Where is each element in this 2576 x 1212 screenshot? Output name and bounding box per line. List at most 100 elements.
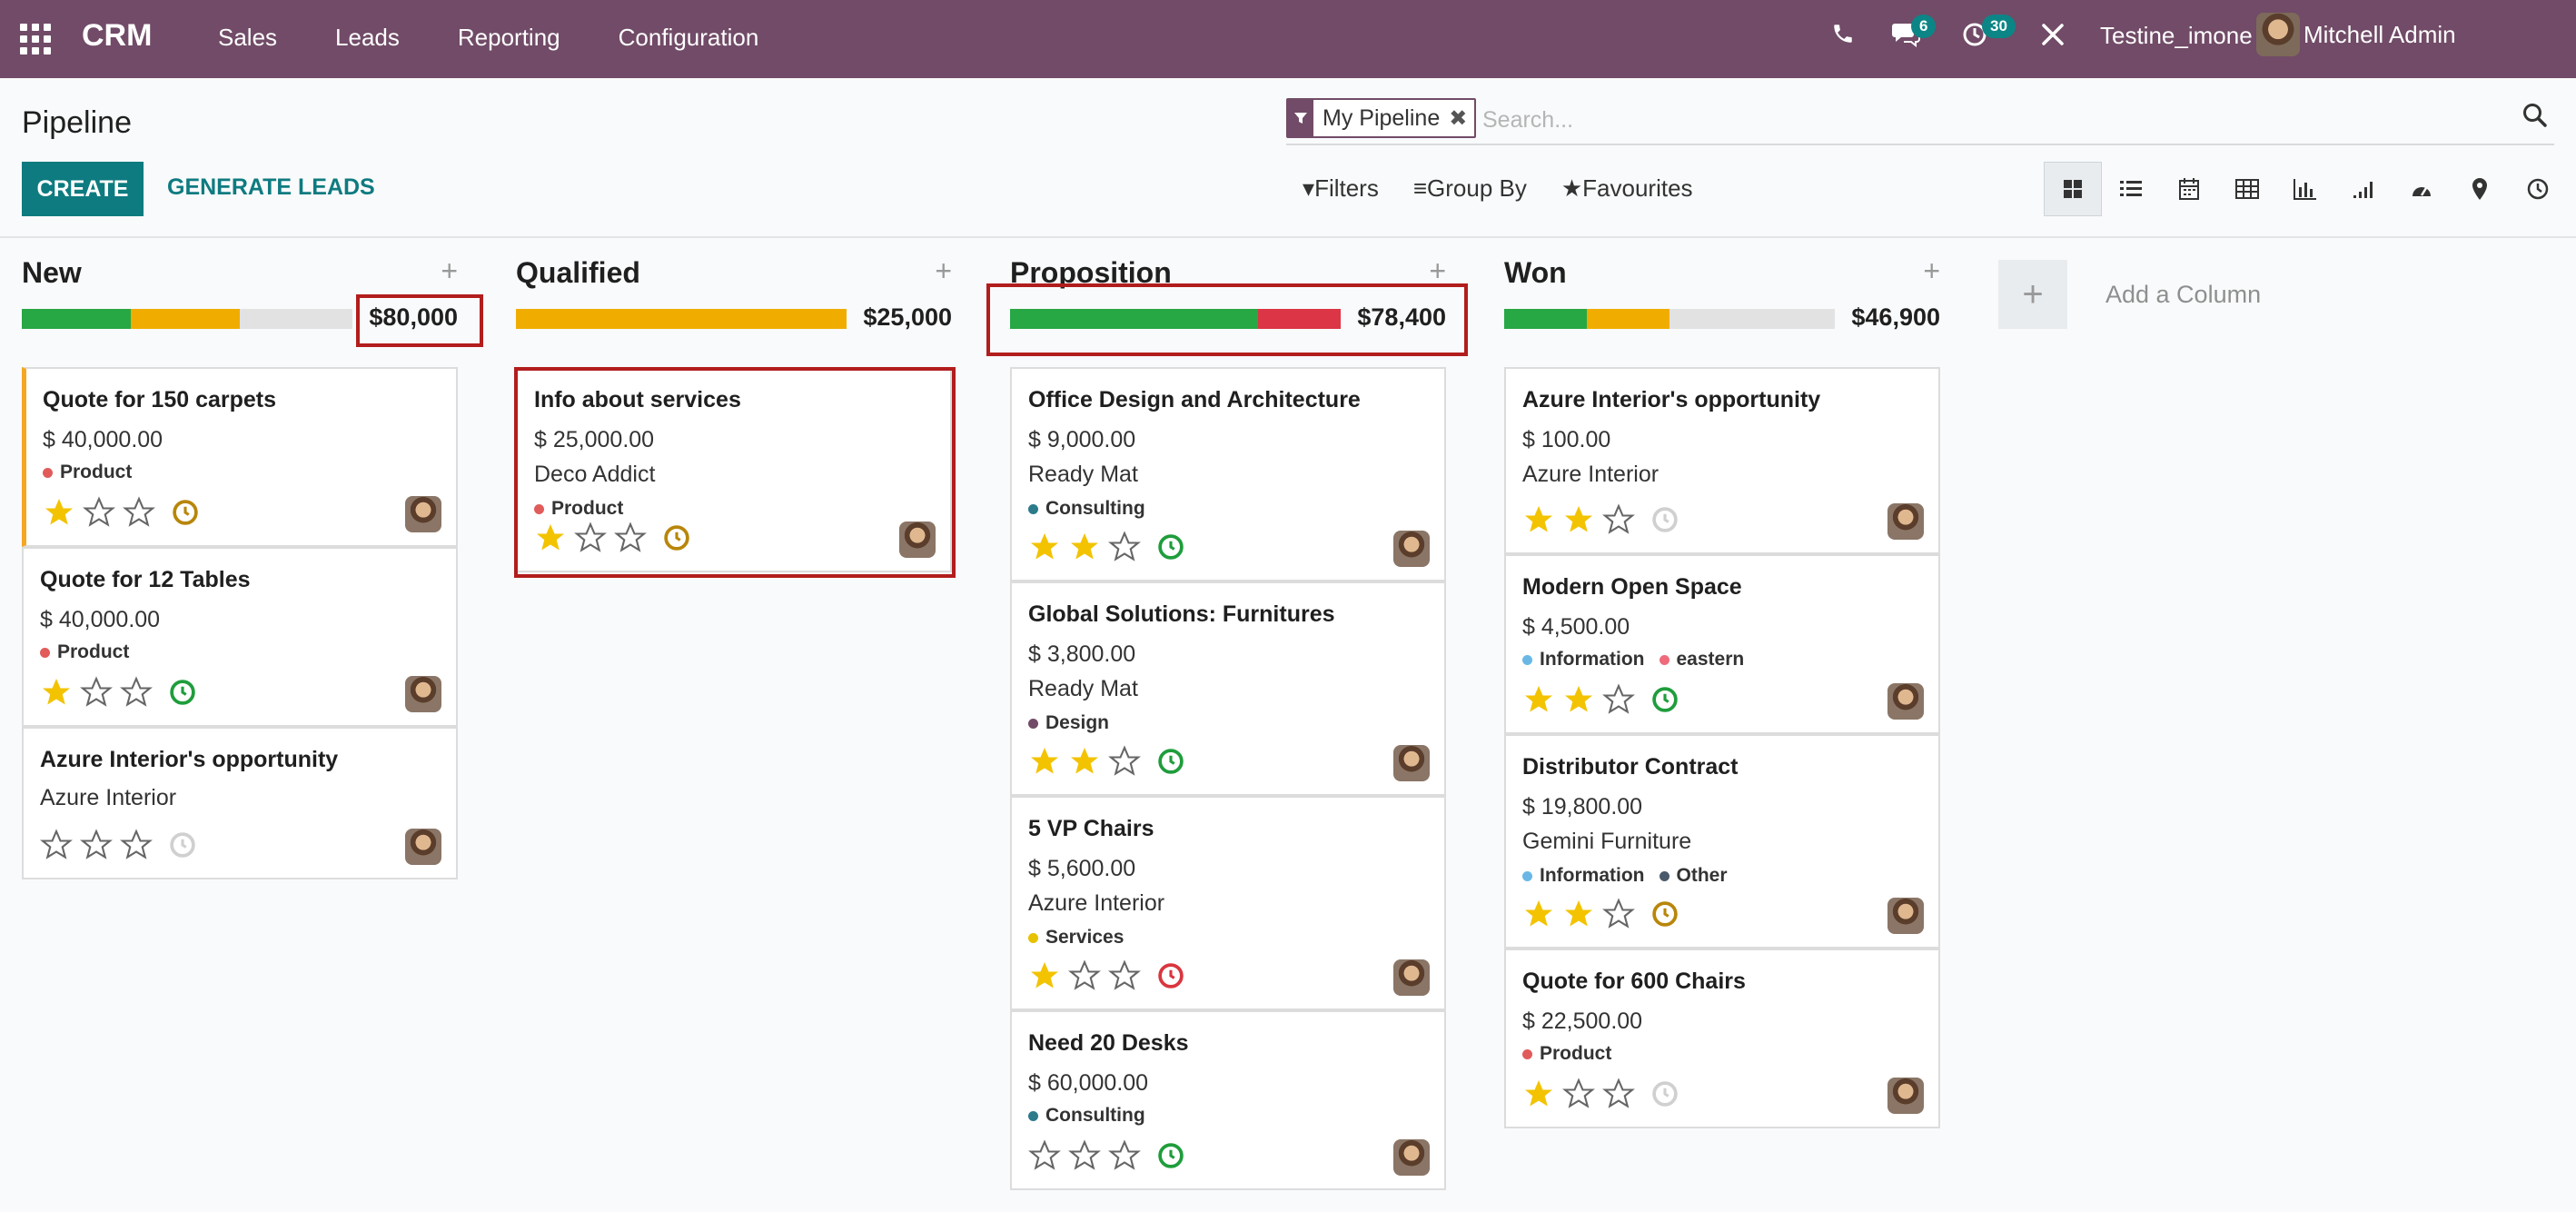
progress-segment[interactable] — [1010, 309, 1258, 329]
star-filled-icon[interactable] — [1028, 745, 1061, 778]
dashboard-view-button[interactable] — [2393, 162, 2451, 216]
star-filled-icon[interactable] — [1562, 898, 1595, 930]
progress-segment[interactable] — [516, 309, 847, 329]
kanban-card[interactable]: Azure Interior's opportunity $ 100.00 Azur… — [1504, 367, 1940, 554]
star-filled-icon[interactable] — [1522, 503, 1555, 536]
salesperson-avatar[interactable] — [1887, 503, 1924, 540]
column-title[interactable]: Won — [1504, 256, 1567, 289]
kanban-card[interactable]: Info about services $ 25,000.00 Deco Addic… — [516, 367, 952, 572]
favourites-button[interactable]: ★Favourites — [1561, 174, 1693, 203]
activity-clock-icon[interactable] — [169, 679, 196, 706]
star-empty-icon[interactable] — [574, 522, 607, 554]
star-empty-icon[interactable] — [120, 829, 153, 861]
activities-icon[interactable]: 30 — [1962, 15, 2016, 54]
salesperson-avatar[interactable] — [1887, 683, 1924, 720]
column-title[interactable]: New — [22, 256, 82, 289]
star-empty-icon[interactable] — [1562, 1078, 1595, 1110]
create-button[interactable]: CREATE — [22, 162, 144, 216]
salesperson-avatar[interactable] — [1393, 531, 1430, 567]
kanban-card[interactable]: Office Design and Architecture $ 9,000.00… — [1010, 367, 1446, 581]
salesperson-avatar[interactable] — [1393, 1139, 1430, 1176]
messages-icon[interactable]: 6 — [1891, 15, 1937, 54]
app-brand[interactable]: CRM — [82, 18, 153, 53]
generate-leads-button[interactable]: GENERATE LEADS — [167, 174, 375, 200]
activity-clock-icon[interactable] — [1651, 686, 1679, 713]
star-empty-icon[interactable] — [1068, 959, 1101, 992]
kanban-card[interactable]: Quote for 600 Chairs $ 22,500.00 Product — [1504, 949, 1940, 1128]
group-by-button[interactable]: ≡Group By — [1413, 174, 1527, 203]
star-empty-icon[interactable] — [120, 676, 153, 709]
star-empty-icon[interactable] — [123, 496, 155, 529]
menu-item-configuration[interactable]: Configuration — [618, 24, 759, 51]
star-filled-icon[interactable] — [1068, 531, 1101, 563]
list-view-button[interactable] — [2102, 162, 2160, 216]
star-filled-icon[interactable] — [1522, 683, 1555, 716]
menu-item-sales[interactable]: Sales — [218, 24, 278, 51]
quick-create-plus-icon[interactable]: + — [1923, 254, 1940, 287]
activity-clock-icon[interactable] — [172, 499, 199, 526]
kanban-card[interactable]: Modern Open Space $ 4,500.00 Information ea… — [1504, 554, 1940, 734]
star-empty-icon[interactable] — [1602, 898, 1635, 930]
pivot-view-button[interactable] — [2218, 162, 2276, 216]
search-icon[interactable] — [2522, 102, 2554, 134]
salesperson-avatar[interactable] — [1393, 959, 1430, 996]
add-column[interactable]: + Add a Column — [1998, 260, 2261, 329]
salesperson-avatar[interactable] — [899, 522, 936, 558]
star-empty-icon[interactable] — [1068, 1139, 1101, 1172]
star-filled-icon[interactable] — [1562, 503, 1595, 536]
salesperson-avatar[interactable] — [1887, 1078, 1924, 1114]
activity-clock-icon[interactable] — [1157, 533, 1184, 561]
star-empty-icon[interactable] — [80, 676, 113, 709]
kanban-card[interactable]: Azure Interior's opportunity Azure Interi… — [22, 727, 458, 879]
progress-segment[interactable] — [22, 309, 132, 329]
quick-create-plus-icon[interactable]: + — [441, 254, 458, 287]
star-empty-icon[interactable] — [1602, 503, 1635, 536]
star-filled-icon[interactable] — [1028, 531, 1061, 563]
star-empty-icon[interactable] — [1602, 683, 1635, 716]
filters-button[interactable]: ▾Filters — [1303, 174, 1379, 203]
star-empty-icon[interactable] — [1108, 531, 1141, 563]
star-filled-icon[interactable] — [1068, 745, 1101, 778]
activity-clock-icon[interactable] — [1157, 748, 1184, 775]
star-filled-icon[interactable] — [43, 496, 75, 529]
column-title[interactable]: Qualified — [516, 256, 640, 289]
quick-create-plus-icon[interactable]: + — [1429, 254, 1446, 287]
activity-clock-icon[interactable] — [1157, 962, 1184, 989]
progress-segment[interactable] — [1587, 309, 1669, 329]
column-progress-bar[interactable] — [22, 309, 352, 329]
search-input[interactable] — [1482, 102, 2482, 138]
activity-clock-icon[interactable] — [1651, 1080, 1679, 1108]
activity-clock-icon[interactable] — [1651, 506, 1679, 533]
progress-segment[interactable] — [131, 309, 241, 329]
star-empty-icon[interactable] — [40, 829, 73, 861]
graph-view-button[interactable] — [2276, 162, 2334, 216]
progress-segment[interactable] — [1504, 309, 1587, 329]
activity-view-button[interactable] — [2509, 162, 2567, 216]
apps-menu-icon[interactable] — [20, 24, 51, 55]
menu-item-leads[interactable]: Leads — [335, 24, 400, 51]
facet-remove-icon[interactable]: ✖ — [1449, 106, 1468, 131]
column-progress-bar[interactable] — [1504, 309, 1835, 329]
star-filled-icon[interactable] — [534, 522, 567, 554]
phone-icon[interactable] — [1831, 22, 1855, 52]
star-filled-icon[interactable] — [1028, 959, 1061, 992]
progress-segment[interactable] — [1258, 309, 1341, 329]
kanban-view-button[interactable] — [2044, 162, 2102, 216]
star-empty-icon[interactable] — [1108, 745, 1141, 778]
kanban-card[interactable]: Need 20 Desks $ 60,000.00 Consulting — [1010, 1010, 1446, 1190]
kanban-card[interactable]: Quote for 12 Tables $ 40,000.00 Product — [22, 547, 458, 727]
map-view-button[interactable] — [2451, 162, 2509, 216]
salesperson-avatar[interactable] — [405, 496, 441, 532]
company-switcher[interactable]: Testine_imone — [2100, 22, 2253, 49]
salesperson-avatar[interactable] — [1887, 898, 1924, 934]
star-filled-icon[interactable] — [1522, 1078, 1555, 1110]
kanban-card[interactable]: 5 VP Chairs $ 5,600.00 Azure Interior Servi… — [1010, 796, 1446, 1010]
debug-tools-icon[interactable] — [2040, 22, 2066, 54]
activity-clock-icon[interactable] — [1651, 900, 1679, 928]
star-empty-icon[interactable] — [614, 522, 647, 554]
star-filled-icon[interactable] — [1562, 683, 1595, 716]
kanban-card[interactable]: Global Solutions: Furnitures $ 3,800.00 Re… — [1010, 581, 1446, 796]
kanban-card[interactable]: Quote for 150 carpets $ 40,000.00 Product — [22, 367, 458, 547]
star-empty-icon[interactable] — [83, 496, 115, 529]
star-empty-icon[interactable] — [1602, 1078, 1635, 1110]
